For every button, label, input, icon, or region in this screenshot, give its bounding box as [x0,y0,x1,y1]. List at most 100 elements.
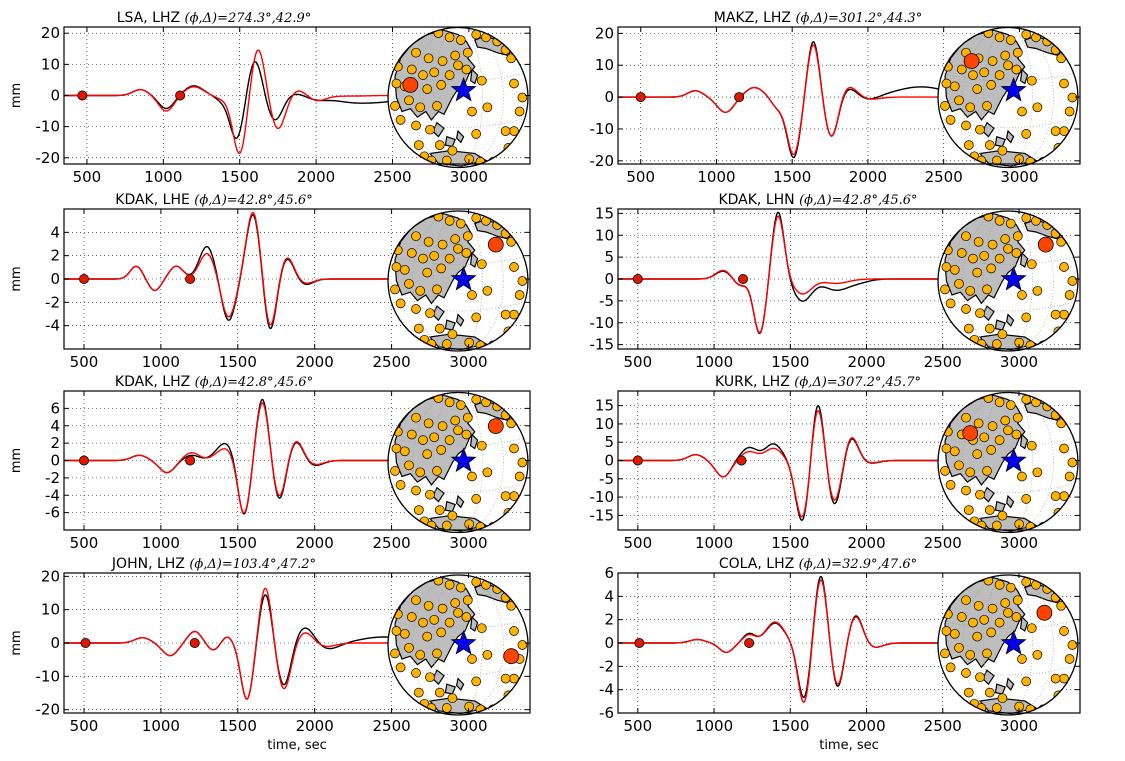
x-tick-label: 2000 [847,717,885,735]
station-marker [447,329,458,340]
station-marker [1059,262,1069,272]
station-marker [994,579,1005,590]
trace-synthetic-series-1 [618,410,974,518]
station-marker [941,626,952,636]
x-tick-label: 3000 [449,534,487,552]
station-marker [447,693,458,704]
panel-p1: 500 1000 1500 2000 2500 3000 -20 -10 0 10 20 MAKZ, … [590,10,1081,186]
station-marker [1032,649,1043,660]
y-tick-label: 4 [604,587,614,605]
x-tick-label: 2500 [924,717,962,735]
station-marker [1032,102,1043,113]
station-marker [1053,143,1064,153]
trace-synthetic-series-1 [618,579,974,703]
y-tick-label: -5 [599,470,614,488]
station-marker [1012,47,1023,58]
panel-title-geometry: (ϕ,Δ)=42.8°,45.6° [194,193,312,208]
station-marker [500,309,511,320]
event-star-icon [450,76,477,102]
station-marker [436,80,447,90]
station-marker [461,429,472,440]
panel-title-station: JOHN, LHZ [111,556,185,572]
station-marker [411,231,421,242]
station-marker [975,672,985,683]
station-marker [422,84,433,94]
station-marker [1053,508,1064,518]
station-marker [399,628,410,639]
station-marker [986,445,997,455]
station-marker [954,95,964,106]
station-marker [940,466,950,476]
station-marker [517,640,528,650]
window-marker-0 [80,638,91,649]
station-marker [453,607,463,618]
station-marker [422,267,433,278]
station-marker [509,262,519,272]
station-marker [503,143,514,153]
station-marker [1011,64,1022,75]
station-marker [956,213,967,223]
station-marker [415,102,426,113]
station-marker [425,489,435,500]
x-tick-label: 1500 [771,534,809,552]
station-marker [979,250,990,261]
station-marker [949,446,960,457]
station-marker [450,234,461,244]
station-marker [972,631,983,642]
station-marker [945,115,956,125]
station-marker [984,140,995,150]
station-marker [986,263,997,274]
y-tick-label: 0 [50,87,60,105]
station-marker [444,32,455,43]
x-tick-label: 2000 [847,353,885,371]
station-marker [476,440,487,451]
station-marker [941,78,952,89]
map-outline [937,574,1079,716]
station-marker [425,308,435,319]
station-marker [455,35,466,45]
map-inset [937,26,1079,169]
station-marker [961,304,971,314]
y-axis-label: mm [9,630,24,655]
station-marker [462,47,473,58]
station-marker [1011,612,1022,622]
station-marker [453,60,463,71]
station-marker [444,70,455,80]
window-marker-1 [189,638,200,649]
station-marker [413,687,424,698]
panel-title: MAKZ, LHZ (ϕ,Δ)=301.2°,44.3° [714,10,922,26]
station-marker [450,415,461,426]
station-marker [391,626,402,636]
station-marker [411,668,421,678]
station-marker [467,654,477,664]
y-tick-label: -10 [590,120,615,138]
station-marker [975,308,985,319]
station-marker [1012,412,1023,423]
station-marker [467,471,477,482]
y-tick-label: -10 [36,667,61,685]
station-marker [984,687,995,698]
event-star-icon [1000,76,1027,102]
station-marker [482,649,493,660]
station-marker [500,491,511,501]
station-marker [965,467,976,478]
station-marker [1017,654,1027,664]
station-marker [471,129,482,139]
land-mass-5 [455,313,465,327]
station-marker [482,102,493,113]
station-marker [972,267,983,278]
station-marker [461,248,472,258]
y-tick-label: 0 [604,88,614,106]
station-marker [1005,400,1016,410]
window-marker-1 [734,92,745,103]
station-marker [500,673,511,684]
station-marker [425,124,435,135]
y-tick-label: 0 [50,452,60,470]
station-marker [517,92,528,103]
land-mass-2 [1019,433,1029,450]
y-tick-label: -2 [599,657,614,675]
station-marker [418,253,428,264]
window-marker-0 [78,455,89,466]
station-marker [994,617,1005,628]
